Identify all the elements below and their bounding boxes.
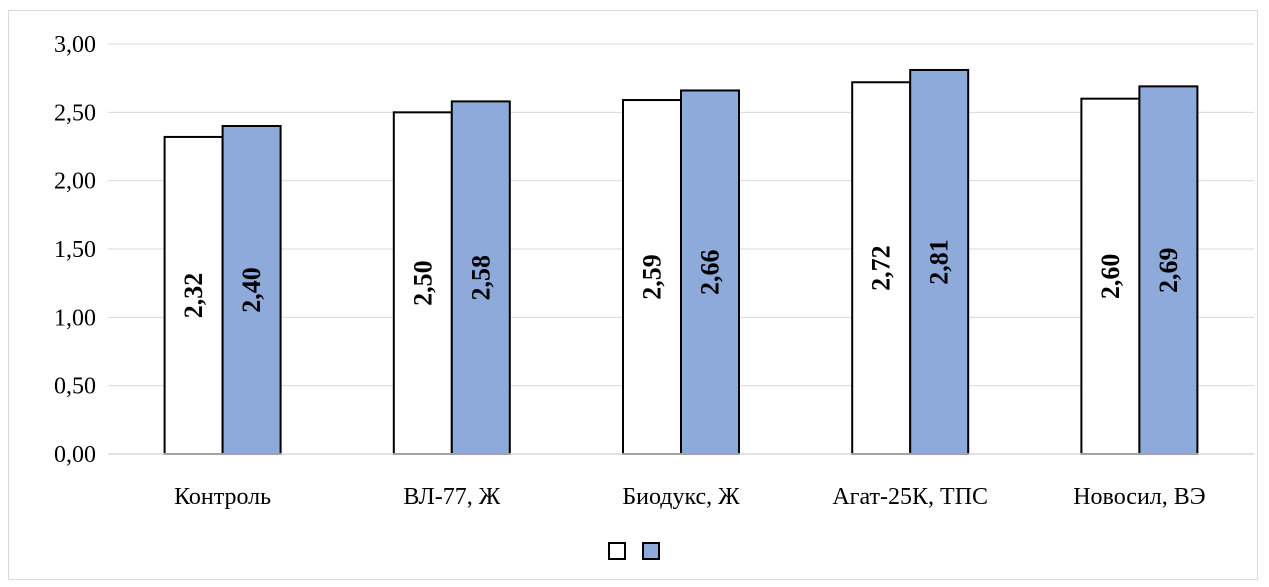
legend-swatch [608, 542, 626, 560]
data-label: 2,60 [1096, 254, 1125, 300]
x-category-label: ВЛ-77, Ж [403, 484, 500, 510]
bar [221, 125, 282, 455]
x-category-label: Агат-25К, ТПС [832, 484, 988, 510]
data-label: 2,50 [408, 260, 437, 306]
y-tick-label: 0,50 [54, 374, 96, 400]
data-label: 2,32 [179, 273, 208, 319]
y-tick-label: 1,50 [54, 237, 96, 263]
bar [392, 111, 453, 455]
x-category-label: Новосил, ВЭ [1073, 484, 1205, 510]
data-label: 2,59 [638, 254, 667, 300]
x-category-label: Контроль [174, 484, 271, 510]
y-tick-label: 2,50 [54, 100, 96, 126]
data-label: 2,66 [696, 249, 725, 295]
bar [450, 100, 511, 456]
legend-swatch [642, 542, 660, 560]
y-tick-label: 2,00 [54, 169, 96, 195]
x-category-label: Биодукс, Ж [622, 484, 740, 510]
bar [622, 99, 682, 456]
bar [680, 89, 740, 455]
data-label: 2,58 [466, 255, 495, 301]
data-label: 2,72 [867, 245, 896, 291]
y-tick-label: 3,00 [54, 32, 96, 58]
y-tick-label: 1,00 [54, 305, 96, 331]
y-tick-label: 0,00 [54, 442, 96, 468]
data-label: 2,81 [925, 239, 954, 285]
data-label: 2,69 [1154, 247, 1183, 293]
bar [163, 135, 224, 456]
bar [1138, 85, 1199, 455]
data-label: 2,40 [237, 267, 266, 313]
